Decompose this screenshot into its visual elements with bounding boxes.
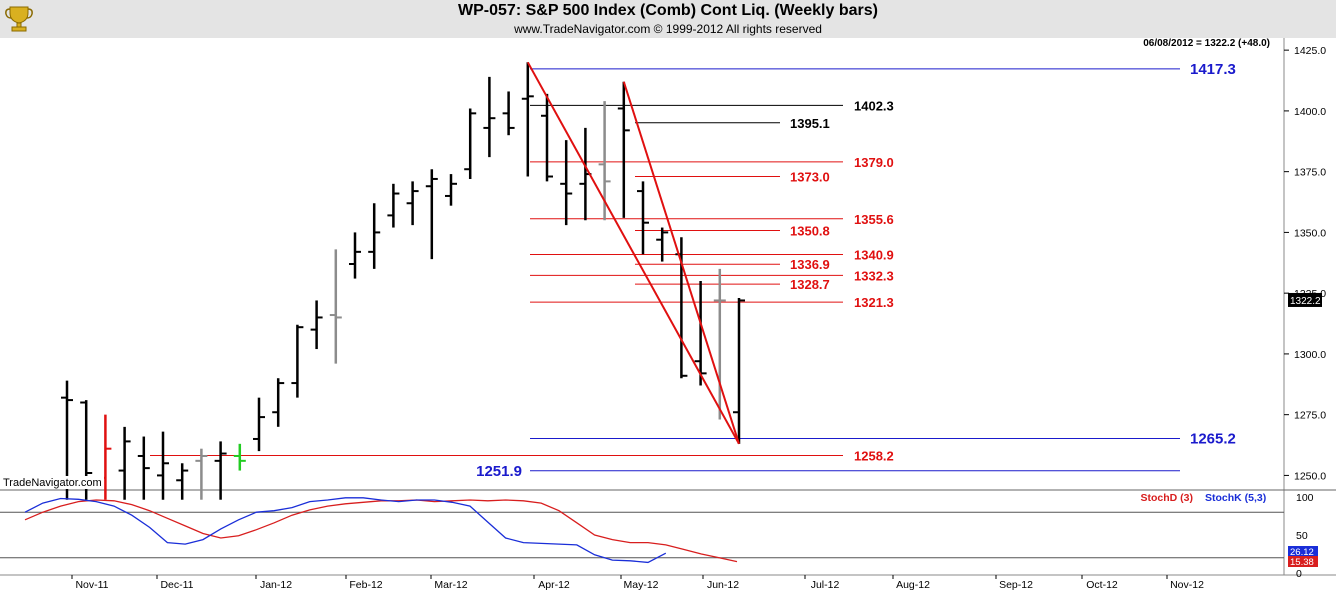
trend-line bbox=[526, 61, 740, 445]
y-tick-label: 1425.0 bbox=[1294, 45, 1326, 57]
chart-title: WP-057: S&P 500 Index (Comb) Cont Liq. (… bbox=[458, 2, 878, 19]
stoch-k-value: 26.12 bbox=[1290, 547, 1314, 558]
x-tick-label: Sep-12 bbox=[999, 579, 1033, 591]
x-tick-label: Mar-12 bbox=[434, 579, 467, 591]
watermark-bg bbox=[0, 476, 104, 489]
level-label: 1321.3 bbox=[854, 295, 894, 310]
trophy-logo-icon bbox=[5, 6, 33, 32]
x-tick-label: Dec-11 bbox=[160, 579, 193, 591]
last-price-tag bbox=[1288, 292, 1322, 307]
level-label: 1332.3 bbox=[854, 268, 894, 283]
chart-header bbox=[0, 0, 1336, 38]
level-label: 1328.7 bbox=[790, 277, 830, 292]
level-label: 1402.3 bbox=[854, 98, 894, 113]
level-label: 1265.2 bbox=[1190, 430, 1236, 447]
level-label: 1379.0 bbox=[854, 155, 894, 170]
osc-y-tick-label: 50 bbox=[1296, 530, 1308, 542]
level-label: 1373.0 bbox=[790, 170, 830, 185]
stoch-d-line bbox=[24, 499, 738, 563]
stoch-k-tag bbox=[1288, 546, 1318, 556]
stoch-d-value: 15.38 bbox=[1290, 557, 1314, 568]
level-label: 1340.9 bbox=[854, 248, 894, 263]
legend-stoch-d: StochD (3) bbox=[1141, 492, 1194, 504]
level-label: 1350.8 bbox=[790, 223, 830, 238]
y-tick-label: 1300.0 bbox=[1294, 349, 1326, 361]
y-tick-label: 1400.0 bbox=[1294, 106, 1326, 118]
x-tick-label: Jan-12 bbox=[260, 579, 292, 591]
y-tick-label: 1250.0 bbox=[1294, 470, 1326, 482]
x-tick-label: May-12 bbox=[623, 579, 658, 591]
watermark: TradeNavigator.com bbox=[3, 477, 102, 489]
y-tick-label: 1375.0 bbox=[1294, 167, 1326, 179]
level-label: 1355.6 bbox=[854, 212, 894, 227]
x-tick-label: Jul-12 bbox=[811, 579, 840, 591]
x-tick-label: Feb-12 bbox=[349, 579, 382, 591]
x-tick-label: Apr-12 bbox=[538, 579, 570, 591]
x-tick-label: Aug-12 bbox=[896, 579, 930, 591]
osc-y-tick-label: 100 bbox=[1296, 492, 1314, 504]
level-label: 1258.2 bbox=[854, 448, 894, 463]
level-label: 1395.1 bbox=[790, 116, 830, 131]
x-tick-label: Oct-12 bbox=[1086, 579, 1118, 591]
osc-y-tick-label: 0 bbox=[1296, 568, 1302, 580]
level-label: 1251.9 bbox=[476, 463, 522, 480]
y-tick-label: 1275.0 bbox=[1294, 410, 1326, 422]
x-tick-label: Nov-12 bbox=[1170, 579, 1204, 591]
x-tick-label: Jun-12 bbox=[707, 579, 739, 591]
x-tick-label: Nov-11 bbox=[75, 579, 108, 591]
price-readout: 06/08/2012 = 1322.2 (+48.0) bbox=[1143, 38, 1270, 49]
last-price-label: 1322.2 bbox=[1290, 296, 1321, 307]
y-tick-label: 1350.0 bbox=[1294, 227, 1326, 239]
level-label: 1417.3 bbox=[1190, 61, 1236, 78]
stoch-d-tag bbox=[1288, 556, 1318, 567]
trend-line bbox=[622, 81, 740, 445]
legend-stoch-k: StochK (5,3) bbox=[1205, 492, 1266, 504]
level-label: 1336.9 bbox=[790, 257, 830, 272]
stoch-k-line bbox=[24, 497, 667, 564]
chart-subtitle: www.TradeNavigator.com © 1999-2012 All r… bbox=[514, 22, 822, 36]
